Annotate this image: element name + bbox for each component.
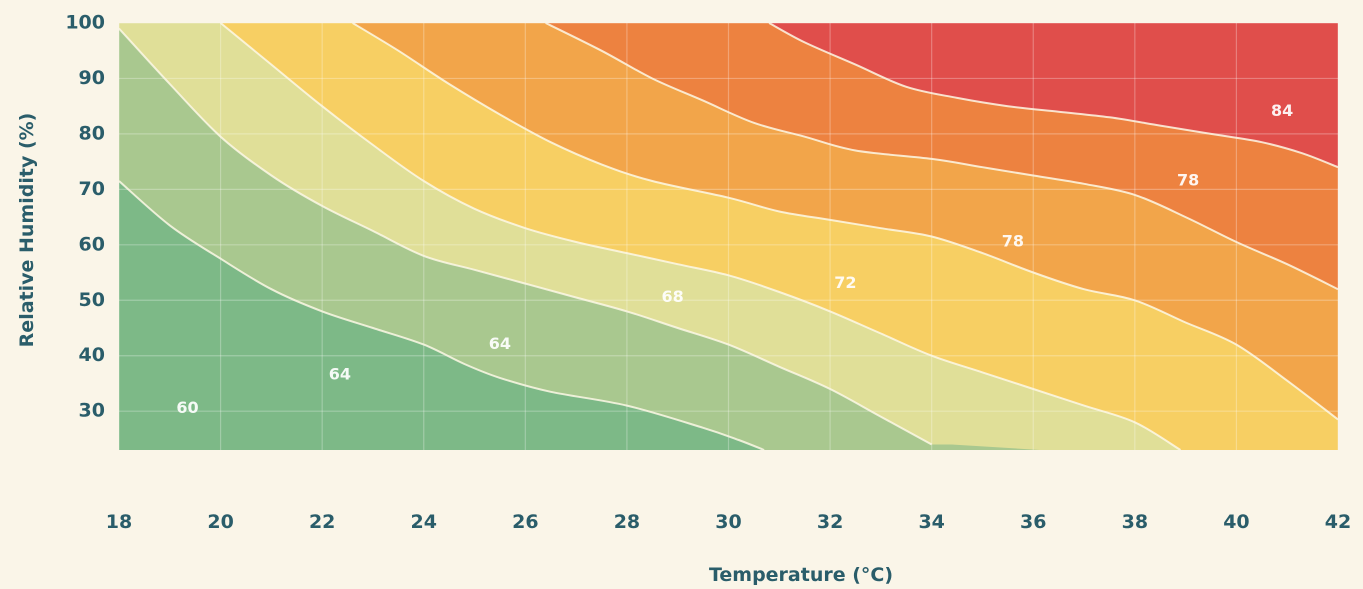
contour-line xyxy=(119,180,765,450)
x-tick-label: 22 xyxy=(309,511,335,533)
x-tick-label: 20 xyxy=(207,511,233,533)
y-tick-label: 100 xyxy=(65,12,105,34)
contour-bands xyxy=(119,23,1338,450)
y-tick-label: 90 xyxy=(79,67,105,89)
y-tick-label: 80 xyxy=(79,122,105,144)
contour-label: 72 xyxy=(834,273,856,292)
x-tick-label: 34 xyxy=(918,511,944,533)
x-tick-label: 26 xyxy=(512,511,538,533)
contour-line xyxy=(352,23,1338,421)
contour-label: 68 xyxy=(661,287,683,306)
contour-line xyxy=(219,23,1182,450)
x-tick-label: 40 xyxy=(1223,511,1249,533)
y-tick-label: 40 xyxy=(79,344,105,366)
x-tick-label: 24 xyxy=(411,511,437,533)
x-axis-title: Temperature (°C) xyxy=(709,564,893,586)
contour-line xyxy=(768,23,1338,169)
contour-label: 64 xyxy=(489,334,511,353)
contour-label: 60 xyxy=(176,398,198,417)
x-tick-label: 18 xyxy=(106,511,132,533)
grid-lines xyxy=(119,23,1338,450)
y-axis-title: Relative Humidity (%) xyxy=(16,113,38,348)
contour-label: 78 xyxy=(1002,232,1024,251)
y-tick-label: 70 xyxy=(79,178,105,200)
x-tick-label: 42 xyxy=(1325,511,1351,533)
contour-labels: 60 64 64 68 72 78 78 84 xyxy=(176,101,1293,417)
y-axis-ticks: 30 40 50 60 70 80 90 100 xyxy=(65,12,105,422)
contour-lines xyxy=(119,23,1338,450)
contour-label: 64 xyxy=(329,365,351,384)
contour-line xyxy=(119,27,933,446)
y-tick-label: 60 xyxy=(79,233,105,255)
contour-line xyxy=(545,23,1338,291)
x-tick-label: 38 xyxy=(1122,511,1148,533)
x-tick-label: 36 xyxy=(1020,511,1046,533)
y-tick-label: 50 xyxy=(79,289,105,311)
x-tick-label: 32 xyxy=(817,511,843,533)
y-tick-label: 30 xyxy=(79,400,105,422)
x-axis-ticks: 18 20 22 24 26 28 30 32 34 36 38 40 42 xyxy=(106,511,1351,533)
x-tick-label: 30 xyxy=(715,511,741,533)
x-tick-label: 28 xyxy=(614,511,640,533)
contour-label: 78 xyxy=(1177,171,1199,190)
contour-label: 84 xyxy=(1271,101,1293,120)
contour-band xyxy=(119,181,785,450)
